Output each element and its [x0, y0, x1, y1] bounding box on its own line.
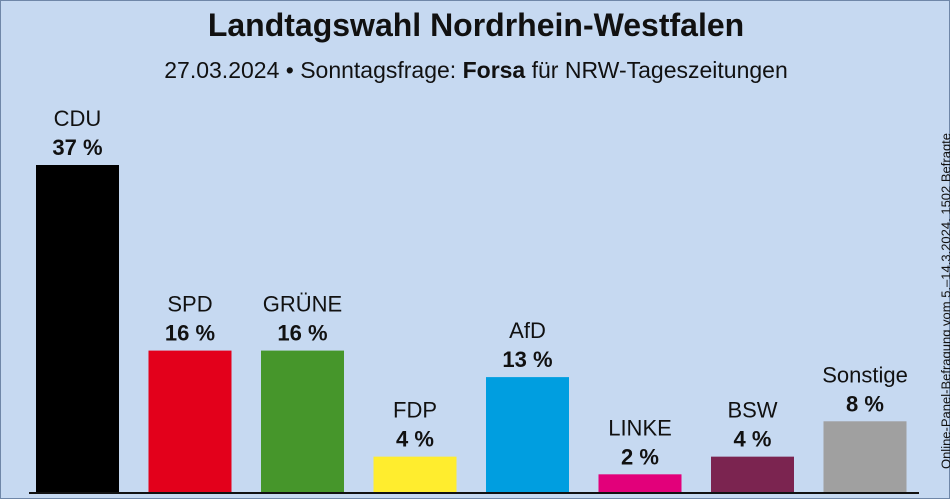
bar-gr-ne: [261, 351, 344, 492]
bar-label-spd: SPD: [167, 292, 212, 317]
bar-label-gr-ne: GRÜNE: [263, 292, 342, 317]
bar-sonstige: [824, 421, 907, 492]
bar-label-fdp: FDP: [393, 398, 437, 423]
bar-label-sonstige: Sonstige: [822, 362, 908, 387]
bar-spd: [149, 351, 232, 492]
bar-value-sonstige: 8 %: [846, 391, 884, 416]
bar-bsw: [711, 457, 794, 492]
bar-value-fdp: 4 %: [396, 427, 434, 452]
bar-value-bsw: 4 %: [734, 427, 772, 452]
x-axis-baseline: [29, 492, 919, 494]
bar-fdp: [374, 457, 457, 492]
bar-label-afd: AfD: [509, 318, 546, 343]
bar-cdu: [36, 165, 119, 492]
bar-value-gr-ne: 16 %: [277, 321, 327, 346]
bar-value-spd: 16 %: [165, 321, 215, 346]
bar-label-linke: LINKE: [608, 415, 672, 440]
bar-afd: [486, 377, 569, 492]
bar-value-afd: 13 %: [502, 347, 552, 372]
bar-linke: [599, 474, 682, 492]
bar-value-cdu: 37 %: [52, 135, 102, 160]
bar-label-cdu: CDU: [54, 106, 102, 131]
bar-label-bsw: BSW: [727, 398, 777, 423]
bar-value-linke: 2 %: [621, 444, 659, 469]
